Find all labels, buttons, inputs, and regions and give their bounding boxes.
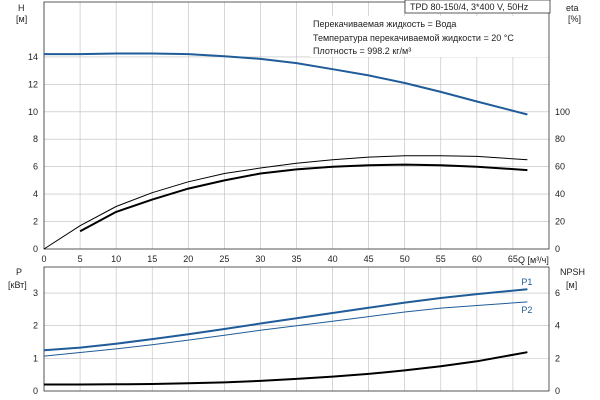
x-tick-label: 30 bbox=[255, 254, 265, 264]
x-tick-label: 25 bbox=[219, 254, 229, 264]
head-tick-labels: 0 5 10 15 20 25 30 35 40 45 50 55 60 65 0 2 4 6 8 10 12 14 0 20… bbox=[28, 52, 570, 264]
x-tick-label: 55 bbox=[436, 254, 446, 264]
efficiency-curve-thin bbox=[43, 155, 528, 250]
power-npsh-panel: P1 P2 0 1 2 3 0 2 4 6 P [кВт] NPSH [м] bbox=[8, 266, 585, 396]
efficiency-tick-label: 20 bbox=[555, 217, 565, 227]
efficiency-tick-label: 0 bbox=[555, 244, 560, 254]
npsh-tick-label: 4 bbox=[555, 321, 560, 331]
x-tick-label: 45 bbox=[364, 254, 374, 264]
power-tick-label: 0 bbox=[33, 386, 38, 396]
x-tick-label: 50 bbox=[400, 254, 410, 264]
fluid-info-line: Плотность = 998.2 кг/м³ bbox=[313, 46, 411, 56]
power-axis-unit: [кВт] bbox=[8, 280, 27, 290]
npsh-axis-label: NPSH bbox=[560, 267, 585, 277]
efficiency-curve-thick bbox=[79, 163, 528, 233]
x-tick-label: 0 bbox=[41, 254, 46, 264]
power-tick-label: 3 bbox=[33, 288, 38, 298]
fluid-info-box bbox=[310, 16, 548, 57]
head-axis-label: H bbox=[18, 3, 25, 13]
fluid-info-line: Перекачиваемая жидкость = Вода bbox=[313, 19, 456, 29]
head-axis-unit: [м] bbox=[16, 14, 27, 24]
efficiency-tick-label: 60 bbox=[555, 162, 565, 172]
efficiency-tick-label: 100 bbox=[555, 107, 570, 117]
x-tick-label: 5 bbox=[78, 254, 83, 264]
fluid-info-line: Температура перекачиваемой жидкости = 20… bbox=[313, 33, 514, 43]
head-tick-label: 4 bbox=[33, 189, 38, 199]
series-label: P2 bbox=[521, 305, 532, 315]
head-curve bbox=[44, 52, 528, 116]
x-tick-label: 60 bbox=[472, 254, 482, 264]
power-tick-labels: 0 1 2 3 0 2 4 6 bbox=[33, 288, 560, 396]
x-tick-label: 40 bbox=[328, 254, 338, 264]
x-tick-label: 20 bbox=[183, 254, 193, 264]
product-label-box bbox=[404, 0, 551, 14]
x-tick-label: 10 bbox=[111, 254, 121, 264]
power-curves: P1 P2 bbox=[43, 277, 532, 386]
product-label: TPD 80-150/4, 3*400 V, 50Hz bbox=[410, 2, 529, 12]
head-tick-label: 0 bbox=[33, 244, 38, 254]
efficiency-axis-label: eta bbox=[566, 3, 579, 13]
power-p1-curve bbox=[43, 288, 528, 352]
head-tick-label: 8 bbox=[33, 134, 38, 144]
power-p2-curve bbox=[43, 301, 528, 357]
npsh-tick-label: 0 bbox=[555, 386, 560, 396]
efficiency-tick-label: 40 bbox=[555, 189, 565, 199]
head-tick-label: 10 bbox=[28, 107, 38, 117]
npsh-axis-unit: [м] bbox=[566, 280, 577, 290]
head-curves bbox=[43, 52, 528, 250]
x-tick-label: 35 bbox=[291, 254, 301, 264]
npsh-tick-label: 6 bbox=[555, 288, 560, 298]
head-tick-label: 2 bbox=[33, 217, 38, 227]
head-efficiency-panel: 0 5 10 15 20 25 30 35 40 45 50 55 60 65 0 2 4 6 8 10 12 14 0 20… bbox=[16, 0, 581, 265]
head-tick-label: 14 bbox=[28, 52, 38, 62]
head-plot-frame bbox=[43, 1, 550, 250]
head-tick-label: 12 bbox=[28, 79, 38, 89]
power-tick-label: 1 bbox=[33, 353, 38, 363]
power-plot-frame bbox=[43, 266, 550, 392]
flow-axis-label: Q [м³/ч] bbox=[518, 255, 549, 265]
npsh-tick-label: 2 bbox=[555, 353, 560, 363]
efficiency-tick-label: 80 bbox=[555, 134, 565, 144]
efficiency-axis-unit: [%] bbox=[568, 14, 581, 24]
npsh-curve bbox=[44, 351, 528, 386]
series-label: P1 bbox=[521, 277, 532, 287]
power-axis-label: P bbox=[16, 267, 22, 277]
x-tick-label: 65 bbox=[508, 254, 518, 264]
head-tick-label: 6 bbox=[33, 162, 38, 172]
x-tick-label: 15 bbox=[147, 254, 157, 264]
power-tick-label: 2 bbox=[33, 321, 38, 331]
